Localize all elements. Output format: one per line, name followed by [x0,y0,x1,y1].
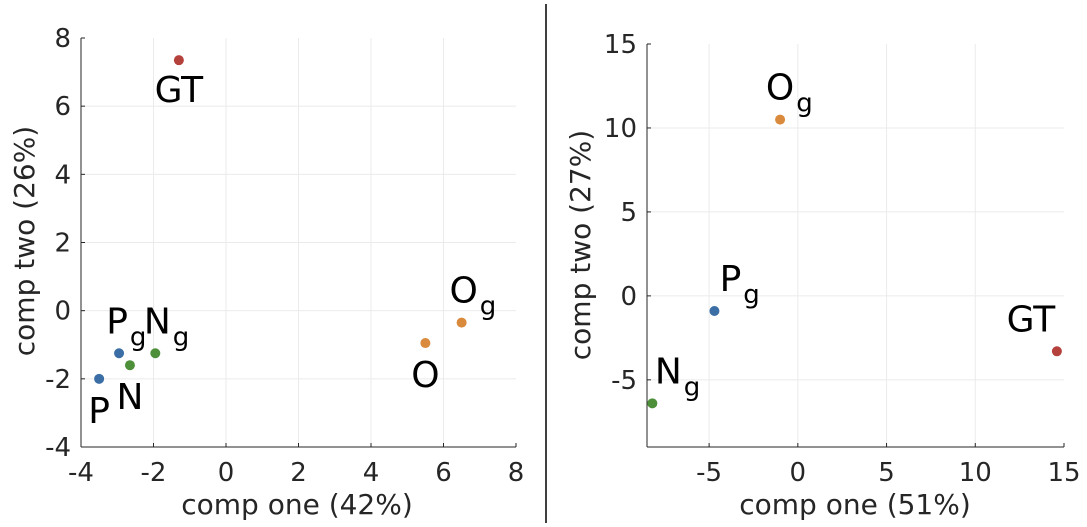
point-label: P [720,259,742,300]
left-x-axis-label: comp one (42%) [181,488,413,521]
point-label-subscript: g [743,280,760,310]
y-tick-label: 4 [54,160,71,190]
data-point-og [456,317,467,328]
x-tick-label: 0 [790,458,807,488]
right-scatter-panel: comp one (51%) comp two (27%) -5 0 5 10 15 -5… [564,30,1081,521]
y-tick-label: 5 [620,198,637,228]
x-tick-label: 4 [363,458,380,488]
y-tick-label: -5 [611,366,637,396]
right-x-axis-label: comp one (51%) [739,488,971,521]
point-label-subscript: g [796,89,813,119]
x-tick-label: -2 [141,458,167,488]
data-point-ng [647,398,658,409]
point-label: N [655,351,682,392]
right-y-axis-label: comp two (27%) [564,130,597,360]
point-label: O [766,68,794,109]
x-tick-label: -4 [68,458,94,488]
y-tick-label: 0 [620,282,637,312]
data-point-gt [1051,346,1062,357]
left-scatter-panel: comp one (42%) comp two (26%) -4 -2 0 2 4 6 8 -… [8,24,524,521]
y-tick-label: 10 [604,114,637,144]
point-label: P [106,301,128,342]
data-point-o [420,338,431,349]
data-point-gt [173,55,184,66]
point-label: O [411,355,439,396]
point-label: O [449,271,477,312]
point-label: N [116,377,143,418]
y-tick-label: 0 [54,297,71,327]
point-label: GT [1007,299,1057,340]
x-tick-label: 15 [1047,458,1080,488]
x-tick-label: 10 [959,458,992,488]
y-tick-label: 2 [54,229,71,259]
x-tick-label: 8 [508,458,525,488]
y-tick-label: 8 [54,24,71,54]
point-label-subscript: g [684,372,701,402]
y-tick-label: -4 [45,433,71,463]
x-tick-label: 5 [878,458,895,488]
point-label: N [144,301,171,342]
data-point-og [775,114,786,125]
point-label-subscript: g [130,322,147,352]
point-label-subscript: g [173,322,190,352]
left-y-axis-label: comp two (26%) [8,126,41,356]
x-tick-label: 2 [290,458,307,488]
point-label: GT [155,70,205,111]
y-tick-label: 15 [604,30,637,60]
data-point-pg [709,305,720,316]
data-point-p [94,373,105,384]
x-tick-label: -5 [696,458,722,488]
y-tick-label: -2 [45,365,71,395]
point-label-subscript: g [480,292,497,322]
point-label: P [88,391,110,432]
y-tick-label: 6 [54,92,71,122]
data-point-ng [150,348,161,359]
x-tick-label: 0 [218,458,235,488]
data-point-n [124,360,135,371]
x-tick-label: 6 [435,458,452,488]
data-point-pg [114,348,125,359]
